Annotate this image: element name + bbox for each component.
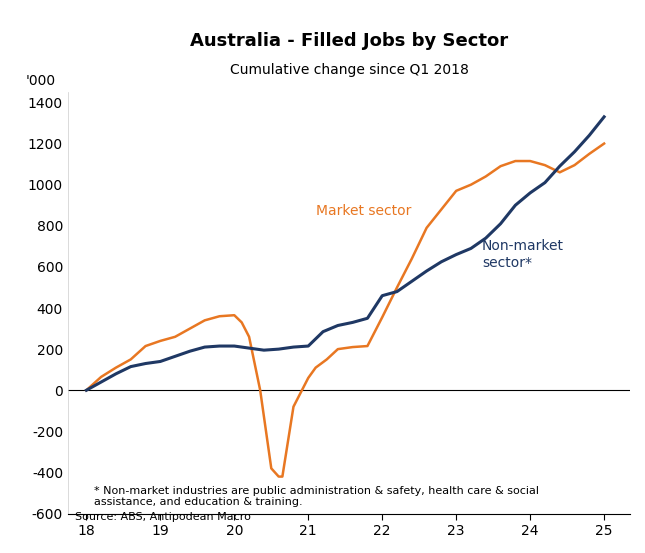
- Text: Cumulative change since Q1 2018: Cumulative change since Q1 2018: [230, 64, 468, 77]
- Text: Australia - Filled Jobs by Sector: Australia - Filled Jobs by Sector: [190, 32, 508, 50]
- Text: * Non-market industries are public administration & safety, health care & social: * Non-market industries are public admin…: [94, 486, 539, 508]
- Text: Market sector: Market sector: [315, 205, 411, 218]
- Text: Source: ABS, Antipodean Macro: Source: ABS, Antipodean Macro: [75, 512, 251, 521]
- Text: Non-market
sector*: Non-market sector*: [482, 239, 564, 270]
- Text: '000: '000: [26, 74, 56, 88]
